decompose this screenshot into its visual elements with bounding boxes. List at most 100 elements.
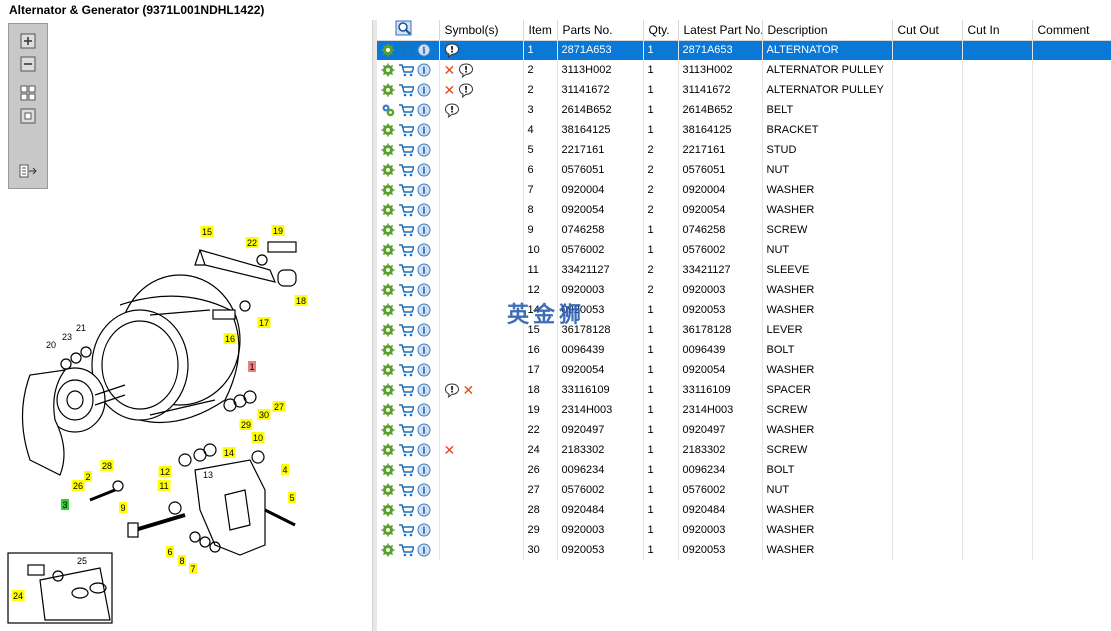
gear-icon[interactable] xyxy=(381,523,395,537)
note-icon[interactable]: ! xyxy=(444,43,460,58)
table-row[interactable]: i 5 2217161 2 2217161 STUD xyxy=(377,140,1111,160)
cart-icon[interactable] xyxy=(398,83,414,97)
zoom-in-button[interactable] xyxy=(18,32,38,50)
callout-label[interactable]: 27 xyxy=(274,402,284,412)
callout-label[interactable]: 4 xyxy=(282,465,287,475)
gear-icon[interactable] xyxy=(381,183,395,197)
callout-label[interactable]: 16 xyxy=(225,334,235,344)
callout-marker[interactable] xyxy=(84,471,92,482)
header-symbols[interactable]: Symbol(s) xyxy=(439,20,524,41)
table-row[interactable]: i 9 0746258 1 0746258 SCREW xyxy=(377,220,1111,240)
info-icon[interactable]: i xyxy=(417,243,431,257)
gear-icon[interactable] xyxy=(381,163,395,177)
cart-icon[interactable] xyxy=(398,463,414,477)
table-row[interactable]: i 12 0920003 2 0920003 WASHER xyxy=(377,280,1111,300)
callout-label[interactable]: 5 xyxy=(289,493,294,503)
table-row[interactable]: i ✕ 24 2183302 1 2183302 SCREW xyxy=(377,440,1111,460)
table-row[interactable]: i 6 0576051 2 0576051 NUT xyxy=(377,160,1111,180)
callout-marker[interactable] xyxy=(158,466,172,477)
header-item[interactable]: Item xyxy=(523,20,558,41)
table-row[interactable]: i 7 0920004 2 0920004 WASHER xyxy=(377,180,1111,200)
table-row[interactable]: i ✕! 2 31141672 1 31141672 ALTERNATOR PULLEY xyxy=(377,80,1111,100)
cart-icon[interactable] xyxy=(398,203,414,217)
cart-icon[interactable] xyxy=(398,223,414,237)
header-qty[interactable]: Qty. xyxy=(643,20,679,41)
cart-icon[interactable] xyxy=(398,183,414,197)
table-row[interactable]: i! 3 2614B652 1 2614B652 BELT xyxy=(377,100,1111,120)
callout-label[interactable]: 28 xyxy=(102,461,112,471)
gear-icon[interactable] xyxy=(381,543,395,557)
gear-icon[interactable] xyxy=(381,203,395,217)
callout-label[interactable]: 26 xyxy=(73,481,83,491)
table-row[interactable]: i ✕! 2 3113H002 1 3113H002 ALTERNATOR PULLEY xyxy=(377,60,1111,80)
header-actions[interactable] xyxy=(377,20,440,41)
cart-icon[interactable] xyxy=(398,403,414,417)
callout-label[interactable]: 29 xyxy=(241,420,251,430)
cart-icon[interactable] xyxy=(398,543,414,557)
info-icon[interactable]: i xyxy=(417,103,431,117)
info-icon[interactable]: i xyxy=(417,303,431,317)
info-icon[interactable]: i xyxy=(417,183,431,197)
gears-icon[interactable] xyxy=(381,103,395,117)
table-row[interactable]: i 14 0920053 1 0920053 WASHER xyxy=(377,300,1111,320)
callout-label[interactable]: 10 xyxy=(253,433,263,443)
table-row[interactable]: i 4 38164125 1 38164125 BRACKET xyxy=(377,120,1111,140)
info-icon[interactable]: i xyxy=(417,343,431,357)
cart-icon[interactable] xyxy=(398,63,414,77)
callout-marker[interactable] xyxy=(119,502,127,513)
table-row[interactable]: i 29 0920003 1 0920003 WASHER xyxy=(377,520,1111,540)
callout-label[interactable]: 15 xyxy=(202,227,212,237)
table-row[interactable]: i 11 33421127 2 33421127 SLEEVE xyxy=(377,260,1111,280)
cart-icon[interactable] xyxy=(398,103,414,117)
info-icon[interactable]: i xyxy=(417,263,431,277)
table-row[interactable]: i 16 0096439 1 0096439 BOLT xyxy=(377,340,1111,360)
callout-label[interactable]: 23 xyxy=(62,332,72,342)
gear-icon[interactable] xyxy=(381,463,395,477)
info-icon[interactable]: i xyxy=(417,323,431,337)
info-icon[interactable]: i xyxy=(417,363,431,377)
cart-icon[interactable] xyxy=(398,523,414,537)
table-row[interactable]: i 15 36178128 1 36178128 LEVER xyxy=(377,320,1111,340)
callout-label[interactable]: 20 xyxy=(46,340,56,350)
info-icon[interactable]: i xyxy=(417,163,431,177)
info-icon[interactable]: i xyxy=(417,63,431,77)
gear-icon[interactable] xyxy=(381,423,395,437)
gear-icon[interactable] xyxy=(381,43,395,57)
callout-marker[interactable] xyxy=(281,464,289,475)
callout-marker[interactable] xyxy=(257,317,271,328)
callout-marker[interactable] xyxy=(271,225,285,236)
info-icon[interactable]: i xyxy=(417,223,431,237)
callout-marker[interactable] xyxy=(248,361,256,372)
header-comment[interactable]: Comment xyxy=(1032,20,1111,41)
callout-label[interactable]: 14 xyxy=(224,448,234,458)
callout-label[interactable]: 21 xyxy=(76,323,86,333)
callout-marker[interactable] xyxy=(178,555,186,566)
callout-marker[interactable] xyxy=(222,447,236,458)
cart-icon[interactable] xyxy=(398,163,414,177)
table-row[interactable]: i 27 0576002 1 0576002 NUT xyxy=(377,480,1111,500)
gear-icon[interactable] xyxy=(381,263,395,277)
callout-marker[interactable] xyxy=(157,480,171,491)
info-icon[interactable]: i xyxy=(417,43,431,57)
info-icon[interactable]: i xyxy=(417,463,431,477)
cart-icon[interactable] xyxy=(398,303,414,317)
info-icon[interactable]: i xyxy=(417,443,431,457)
gear-icon[interactable] xyxy=(381,483,395,497)
cart-icon[interactable] xyxy=(398,423,414,437)
gear-icon[interactable] xyxy=(381,283,395,297)
gear-icon[interactable] xyxy=(381,243,395,257)
gear-icon[interactable] xyxy=(381,443,395,457)
gear-icon[interactable] xyxy=(381,403,395,417)
cart-icon[interactable] xyxy=(398,323,414,337)
cart-icon[interactable] xyxy=(398,503,414,517)
info-icon[interactable]: i xyxy=(417,483,431,497)
table-row[interactable]: i 26 0096234 1 0096234 BOLT xyxy=(377,460,1111,480)
info-icon[interactable]: i xyxy=(417,283,431,297)
header-cut-out[interactable]: Cut Out xyxy=(892,20,963,41)
note-icon[interactable]: ! xyxy=(444,382,460,398)
info-icon[interactable]: i xyxy=(417,523,431,537)
callout-marker[interactable] xyxy=(11,590,25,601)
actual-size-button[interactable] xyxy=(18,107,38,125)
callout-label[interactable]: 13 xyxy=(203,470,213,480)
callout-label[interactable]: 19 xyxy=(273,226,283,236)
